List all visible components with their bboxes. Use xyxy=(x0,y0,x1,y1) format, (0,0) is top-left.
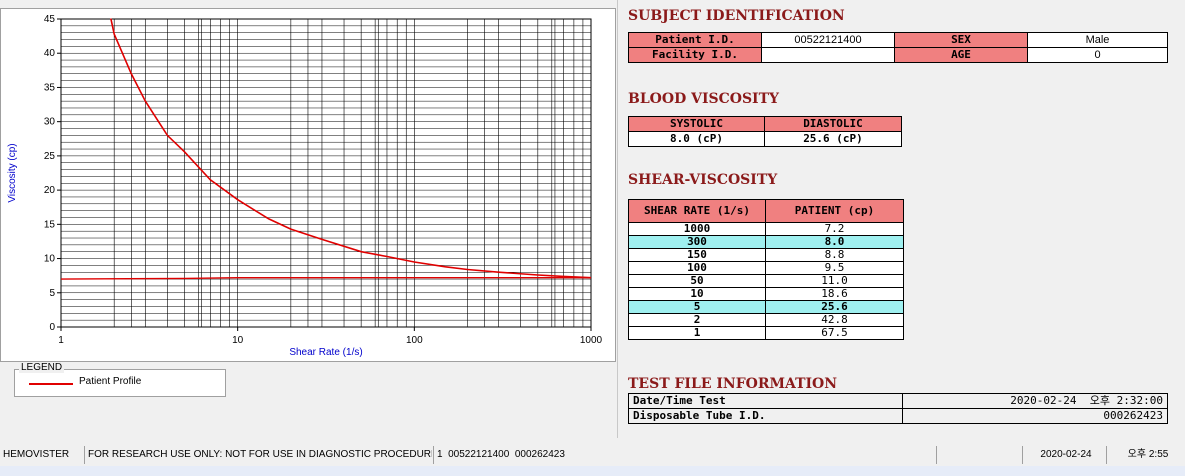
legend-title: LEGEND xyxy=(19,362,65,373)
x-tick-label: 100 xyxy=(406,335,423,346)
y-tick-label: 25 xyxy=(44,151,56,162)
patient-cp-cell: 18.6 xyxy=(765,287,904,301)
y-tick-label: 35 xyxy=(44,82,56,93)
y-tick-label: 45 xyxy=(44,14,56,25)
subject-title: SUBJECT IDENTIFICATION xyxy=(628,8,845,24)
table-row: 50 11.0 xyxy=(628,274,904,288)
shear-rate-cell: 50 xyxy=(628,274,766,288)
patient-cp-cell: 11.0 xyxy=(765,274,904,288)
y-tick-label: 5 xyxy=(49,288,55,299)
viscosity-chart: 0 5 10 15 20 25 30 35 40 45 1 10 100 1000 Shear Rate (… xyxy=(7,9,603,358)
patient-cp-cell: 25.6 xyxy=(765,300,904,314)
shear-title: SHEAR-VISCOSITY xyxy=(628,172,778,188)
patient-cp-cell: 8.8 xyxy=(765,248,904,262)
status-empty xyxy=(936,446,1022,464)
patient-cp-cell: 7.2 xyxy=(765,222,904,236)
datetime-value: 2020-02-24 오후 2:32:00 xyxy=(902,393,1168,409)
y-tick-label: 15 xyxy=(44,219,56,230)
facility-id-value xyxy=(761,47,895,63)
tube-id-value: 000262423 xyxy=(902,408,1168,424)
legend: LEGEND Patient Profile xyxy=(14,362,226,397)
chart-panel: 0 5 10 15 20 25 30 35 40 45 1 10 100 1000 Shear Rate (… xyxy=(0,0,620,438)
shear-rate-cell: 100 xyxy=(628,261,766,275)
status-time: 오후 2:55 xyxy=(1106,446,1185,464)
patient-cp-header: PATIENT (cp) xyxy=(765,199,904,223)
chart-frame: 0 5 10 15 20 25 30 35 40 45 1 10 100 1000 Shear Rate (… xyxy=(0,8,616,362)
tube-id-label: Disposable Tube I.D. xyxy=(628,408,903,424)
systolic-label: SYSTOLIC xyxy=(628,116,765,132)
x-tick-label: 1 xyxy=(58,335,64,346)
x-tick-label: 10 xyxy=(232,335,244,346)
testfile-table: Date/Time Test 2020-02-24 오후 2:32:00 Dis… xyxy=(628,393,1168,424)
y-tick-label: 10 xyxy=(44,254,56,265)
table-row: 1 67.5 xyxy=(628,326,904,340)
patient-id-label: Patient I.D. xyxy=(628,32,762,48)
series-line-patient-profile xyxy=(109,15,592,279)
shear-rate-cell: 5 xyxy=(628,300,766,314)
patient-cp-cell: 42.8 xyxy=(765,313,904,327)
shear-table: SHEAR RATE (1/s) PATIENT (cp) 1000 7.2 300… xyxy=(628,199,904,340)
shear-rate-cell: 1 xyxy=(628,326,766,340)
table-row: 150 8.8 xyxy=(628,248,904,262)
status-record: 1 00522121400 000262423 xyxy=(433,446,937,464)
patient-id-value: 00522121400 xyxy=(761,32,895,48)
age-label: AGE xyxy=(894,47,1028,63)
patient-cp-cell: 9.5 xyxy=(765,261,904,275)
testfile-title: TEST FILE INFORMATION xyxy=(628,376,838,392)
y-tick-label: 0 xyxy=(49,322,55,333)
legend-label: Patient Profile xyxy=(79,376,142,387)
table-row: 1000 7.2 xyxy=(628,222,904,236)
blood-table: SYSTOLIC DIASTOLIC 8.0 (cP) 25.6 (cP) xyxy=(628,116,902,147)
status-bar: HEMOVISTER FOR RESEARCH USE ONLY: NOT FO… xyxy=(0,444,1185,466)
sex-label: SEX xyxy=(894,32,1028,48)
panel-divider xyxy=(617,0,618,438)
taskbar-strip xyxy=(0,466,1185,476)
status-notice: FOR RESEARCH USE ONLY: NOT FOR USE IN DI… xyxy=(84,446,432,464)
shear-rate-cell: 150 xyxy=(628,248,766,262)
x-tick-label: 1000 xyxy=(580,335,603,346)
diastolic-value: 25.6 (cP) xyxy=(764,131,902,147)
plot-top-cover xyxy=(61,9,591,19)
table-row: 5 25.6 xyxy=(628,300,904,314)
legend-line-swatch xyxy=(29,383,73,385)
subject-table: Patient I.D. 00522121400 SEX Male Facili… xyxy=(628,32,1168,63)
status-date: 2020-02-24 xyxy=(1022,446,1106,464)
plot-frame xyxy=(60,18,592,328)
age-value: 0 xyxy=(1027,47,1168,63)
y-axis-label: Viscosity (cp) xyxy=(7,143,18,202)
y-tick-label: 40 xyxy=(44,48,56,59)
shear-rate-header: SHEAR RATE (1/s) xyxy=(628,199,766,223)
diastolic-label: DIASTOLIC xyxy=(764,116,902,132)
sex-value: Male xyxy=(1027,32,1168,48)
table-row: 300 8.0 xyxy=(628,235,904,249)
shear-rate-cell: 10 xyxy=(628,287,766,301)
shear-rate-cell: 300 xyxy=(628,235,766,249)
patient-cp-cell: 8.0 xyxy=(765,235,904,249)
datetime-label: Date/Time Test xyxy=(628,393,903,409)
y-tick-label: 20 xyxy=(44,185,56,196)
blood-title: BLOOD VISCOSITY xyxy=(628,91,780,107)
facility-id-label: Facility I.D. xyxy=(628,47,762,63)
table-row: 10 18.6 xyxy=(628,287,904,301)
table-row: 2 42.8 xyxy=(628,313,904,327)
report-panel: SUBJECT IDENTIFICATION Patient I.D. 0052… xyxy=(620,0,1185,438)
systolic-value: 8.0 (cP) xyxy=(628,131,765,147)
series-line-baseline xyxy=(60,277,591,280)
shear-rate-cell: 2 xyxy=(628,313,766,327)
y-tick-label: 30 xyxy=(44,117,56,128)
shear-rate-cell: 1000 xyxy=(628,222,766,236)
patient-cp-cell: 67.5 xyxy=(765,326,904,340)
status-app-name: HEMOVISTER xyxy=(3,449,70,460)
table-row: 100 9.5 xyxy=(628,261,904,275)
x-axis-label: Shear Rate (1/s) xyxy=(289,347,362,358)
